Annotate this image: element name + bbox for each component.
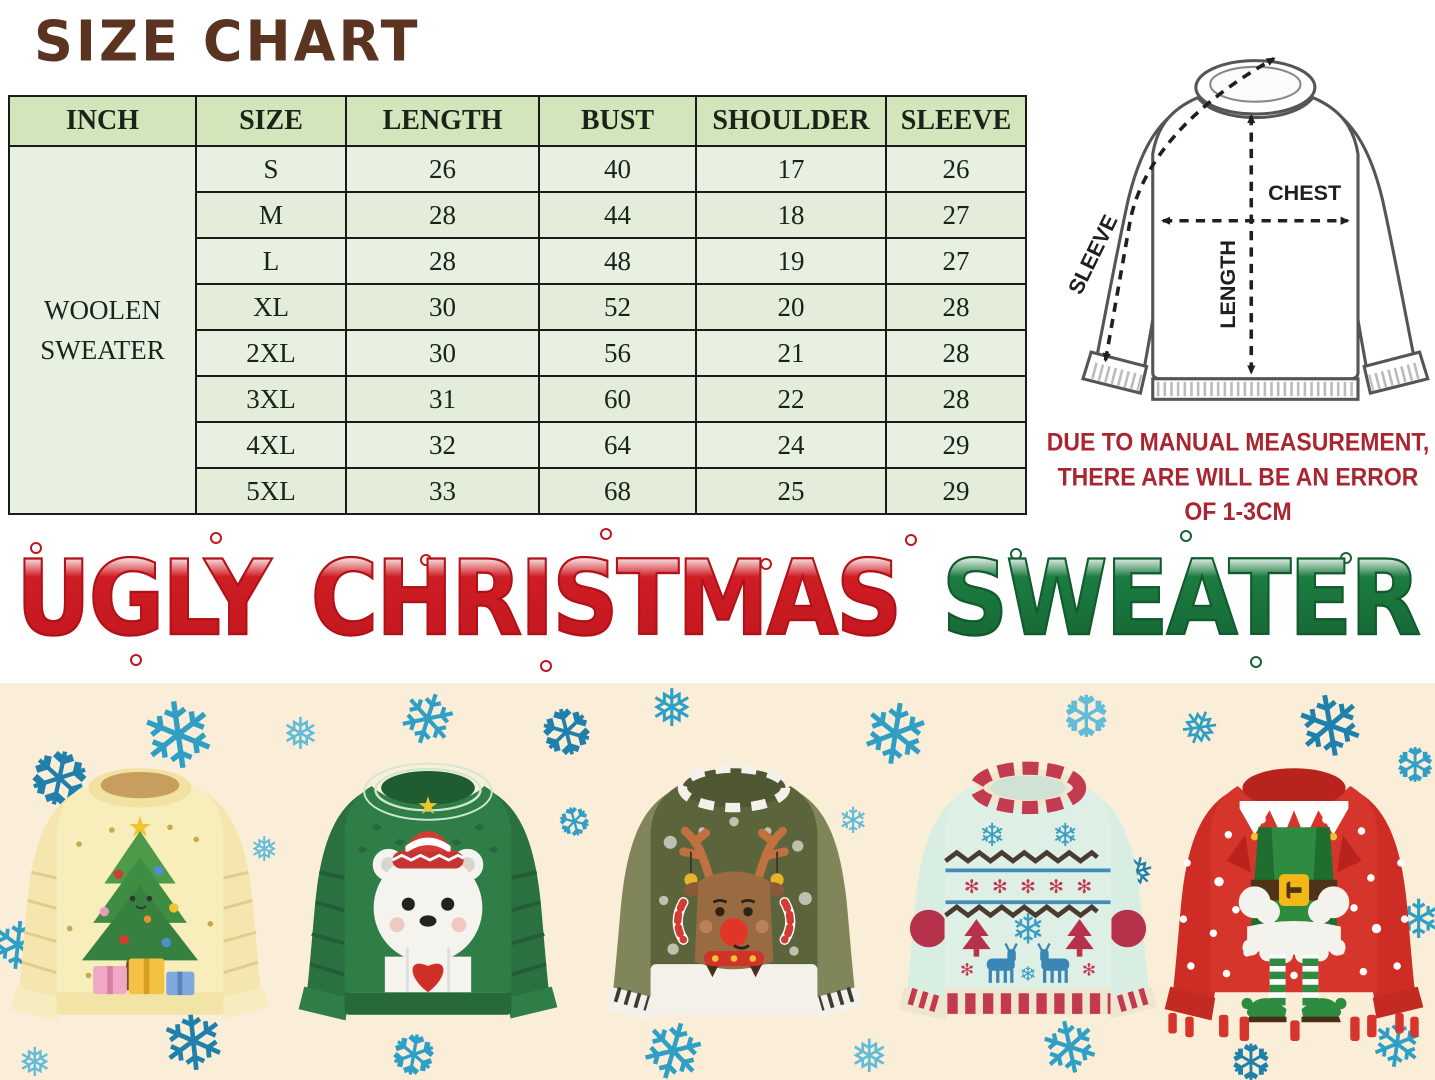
- table-cell: 32: [345, 421, 540, 469]
- table-cell: 44: [538, 191, 697, 239]
- table-cell: 3XL: [195, 375, 347, 423]
- table-header-row: INCH SIZE LENGTH BUST SHOULDER SLEEVE: [8, 95, 1027, 147]
- table-row: XL 30 52 20 28: [9, 283, 1027, 331]
- svg-text:✻: ✻: [992, 877, 1008, 898]
- chest-label: CHEST: [1268, 180, 1341, 205]
- note-line-1: DUE TO MANUAL MEASUREMENT,: [1046, 427, 1430, 457]
- table-cell: 24: [695, 421, 887, 469]
- snowflake-icon: ❄: [838, 800, 869, 841]
- table-cell: 29: [885, 467, 1027, 515]
- table-cell: 30: [345, 283, 540, 331]
- table-cell: 20: [695, 283, 887, 331]
- snowflake-icon: ❅: [650, 680, 694, 738]
- measurement-note: DUE TO MANUAL MEASUREMENT, THERE ARE WIL…: [1040, 425, 1435, 530]
- header-cell-shoulder: SHOULDER: [695, 95, 887, 147]
- table-row: 5XL 33 68 25 29: [9, 467, 1027, 515]
- table-cell: 21: [695, 329, 887, 377]
- svg-text:✻: ✻: [1020, 877, 1036, 898]
- size-chart-title: SIZE CHART: [34, 8, 421, 75]
- snowflake-icon: ❅: [18, 1041, 52, 1080]
- table-cell: 28: [345, 191, 540, 239]
- table-cell: 29: [885, 421, 1027, 469]
- banner-word-sweater: SWEATER: [941, 537, 1422, 659]
- svg-text:★: ★: [417, 791, 439, 820]
- snowflake-icon: ❅: [282, 710, 319, 759]
- svg-text:✻: ✻: [964, 877, 980, 898]
- svg-text:✻: ✻: [960, 959, 974, 979]
- category-cell: WOOLEN SWEATER: [8, 145, 197, 515]
- table-row: 3XL 31 60 22 28: [9, 375, 1027, 423]
- snowflake-icon: ❆: [1230, 1035, 1272, 1080]
- table-cell: 5XL: [195, 467, 347, 515]
- table-cell: 28: [885, 375, 1027, 423]
- table-cell: 48: [538, 237, 697, 285]
- table-row: 4XL 32 64 24 29: [9, 421, 1027, 469]
- table-cell: 26: [885, 145, 1027, 193]
- table-row: L 28 48 19 27: [9, 237, 1027, 285]
- measurement-diagram: CHEST LENGTH SLEEVE: [1046, 46, 1435, 416]
- table-cell: 68: [538, 467, 697, 515]
- table-cell: M: [195, 191, 347, 239]
- table-cell: XL: [195, 283, 347, 331]
- table-cell: 31: [345, 375, 540, 423]
- header-cell-size: SIZE: [195, 95, 347, 147]
- table-row: WOOLEN SWEATER S 26 40 17 26: [8, 145, 1027, 515]
- snowflake-icon: ❆: [1395, 740, 1435, 793]
- table-cell: 27: [885, 237, 1027, 285]
- banner-title: UGLY CHRISTMAS SWEATER: [0, 514, 1435, 682]
- sweater-outline-icon: CHEST LENGTH SLEEVE: [1063, 57, 1430, 401]
- banner-word-christmas: CHRISTMAS: [310, 537, 904, 659]
- table-cell: 17: [695, 145, 887, 193]
- table-cell: 40: [538, 145, 697, 193]
- table-cell: 56: [538, 329, 697, 377]
- svg-text:✻: ✻: [1082, 959, 1096, 979]
- size-chart-table-wrap: INCH SIZE LENGTH BUST SHOULDER SLEEVE WO…: [8, 95, 1027, 515]
- svg-text:❄: ❄: [979, 816, 1006, 854]
- table-cell: 18: [695, 191, 887, 239]
- table-cell: 60: [538, 375, 697, 423]
- snowflake-icon: ❆: [1062, 685, 1111, 750]
- sweater-elf: [1148, 741, 1435, 1041]
- length-label: LENGTH: [1215, 240, 1240, 329]
- snowflake-icon: ❅: [850, 1030, 889, 1080]
- svg-text:❄: ❄: [1052, 816, 1079, 854]
- table-cell: 28: [345, 237, 540, 285]
- size-chart-table: INCH SIZE LENGTH BUST SHOULDER SLEEVE WO…: [8, 95, 1027, 515]
- header-cell-sleeve: SLEEVE: [885, 95, 1027, 147]
- note-line-2: THERE ARE WILL BE AN ERROR OF 1-3CM: [1057, 462, 1419, 526]
- table-cell: 19: [695, 237, 887, 285]
- table-cell: 28: [885, 329, 1027, 377]
- table-cell: 52: [538, 283, 697, 331]
- sweater-christmas-tree: ★: [0, 741, 286, 1041]
- table-cell: 28: [885, 283, 1027, 331]
- table-cell: 64: [538, 421, 697, 469]
- svg-text:✻: ✻: [1076, 877, 1092, 898]
- table-cell: 22: [695, 375, 887, 423]
- snowflake-icon: ❅: [250, 831, 279, 869]
- sweater-polar-bear: ★: [282, 741, 574, 1041]
- table-row: 2XL 30 56 21 28: [9, 329, 1027, 377]
- sweater-fair-isle: ❄ ❄ ✻ ✻ ✻ ✻ ✻ ❄: [882, 741, 1174, 1041]
- table-cell: 26: [345, 145, 540, 193]
- banner-word-ugly: UGLY: [15, 537, 272, 659]
- table-cell: 2XL: [195, 329, 347, 377]
- header-cell-inch: INCH: [8, 95, 197, 147]
- header-cell-length: LENGTH: [345, 95, 540, 147]
- table-cell: 33: [345, 467, 540, 515]
- svg-text:✻: ✻: [1048, 877, 1064, 898]
- sweater-gallery: ❆ ❄ ❅ ❄ ❆ ❅ ❄ ❆ ❅ ❄ ❆ ❄ ❅ ❆ ❄ ❅ ❄ ❄ ❆ ❄ …: [0, 674, 1435, 1080]
- table-cell: S: [195, 145, 347, 193]
- svg-text:❄: ❄: [1019, 962, 1036, 986]
- table-cell: 4XL: [195, 421, 347, 469]
- table-cell: L: [195, 237, 347, 285]
- table-row: M 28 44 18 27: [9, 191, 1027, 239]
- table-cell: 25: [695, 467, 887, 515]
- header-cell-bust: BUST: [538, 95, 697, 147]
- table-cell: 30: [345, 329, 540, 377]
- sweater-reindeer: [588, 741, 880, 1041]
- table-cell: 27: [885, 191, 1027, 239]
